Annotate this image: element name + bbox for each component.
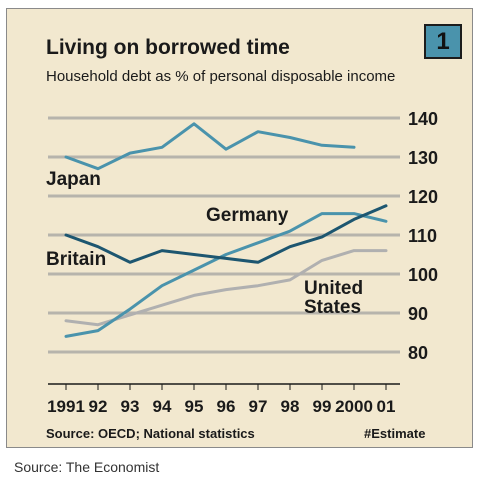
x-tick-label: 2000 (335, 397, 373, 416)
x-tick-label: 99 (313, 397, 332, 416)
chart-number-badge: 1 (424, 24, 462, 59)
x-tick-label: 1991 (47, 397, 85, 416)
series-label-japan: Japan (46, 169, 101, 190)
x-tick-label: 94 (153, 397, 172, 416)
series-line-japan (64, 122, 356, 171)
x-tick-label: 95 (185, 397, 204, 416)
y-tick-label: 130 (408, 148, 438, 168)
series-label-germany: Germany (206, 205, 289, 226)
y-tick-label: 110 (408, 226, 437, 246)
series-line-germany (64, 212, 388, 338)
estimate-note: #Estimate (364, 426, 426, 441)
x-tick-label: 97 (249, 397, 268, 416)
y-tick-label: 140 (408, 109, 438, 129)
x-tick-label: 01 (377, 397, 396, 416)
series-label-united-states: States (304, 297, 361, 318)
y-tick-label: 80 (408, 343, 428, 363)
y-axis-ticks: 80 90 100 110 120 130 140 (408, 109, 438, 363)
x-tick-label: 98 (281, 397, 300, 416)
y-tick-label: 120 (408, 187, 438, 207)
series-lines (64, 122, 388, 338)
y-tick-label: 100 (408, 265, 438, 285)
series-label-united-states: United (304, 278, 363, 299)
chart-subtitle: Household debt as % of personal disposab… (46, 68, 396, 85)
series-line-united-states (64, 249, 388, 327)
gridlines (48, 116, 400, 354)
chart-source: Source: OECD; National statistics (46, 426, 255, 441)
y-tick-label: 90 (408, 304, 428, 324)
series-label-britain: Britain (46, 249, 106, 270)
x-axis: 1991 92 93 94 95 96 97 98 99 2000 01 (47, 383, 400, 416)
x-tick-label: 92 (89, 397, 108, 416)
page-source: Source: The Economist (14, 459, 160, 475)
series-line-britain (64, 204, 388, 264)
x-tick-label: 96 (217, 397, 236, 416)
chart-card (6, 8, 473, 448)
x-tick-label: 93 (121, 397, 140, 416)
chart-title: Living on borrowed time (46, 36, 290, 59)
